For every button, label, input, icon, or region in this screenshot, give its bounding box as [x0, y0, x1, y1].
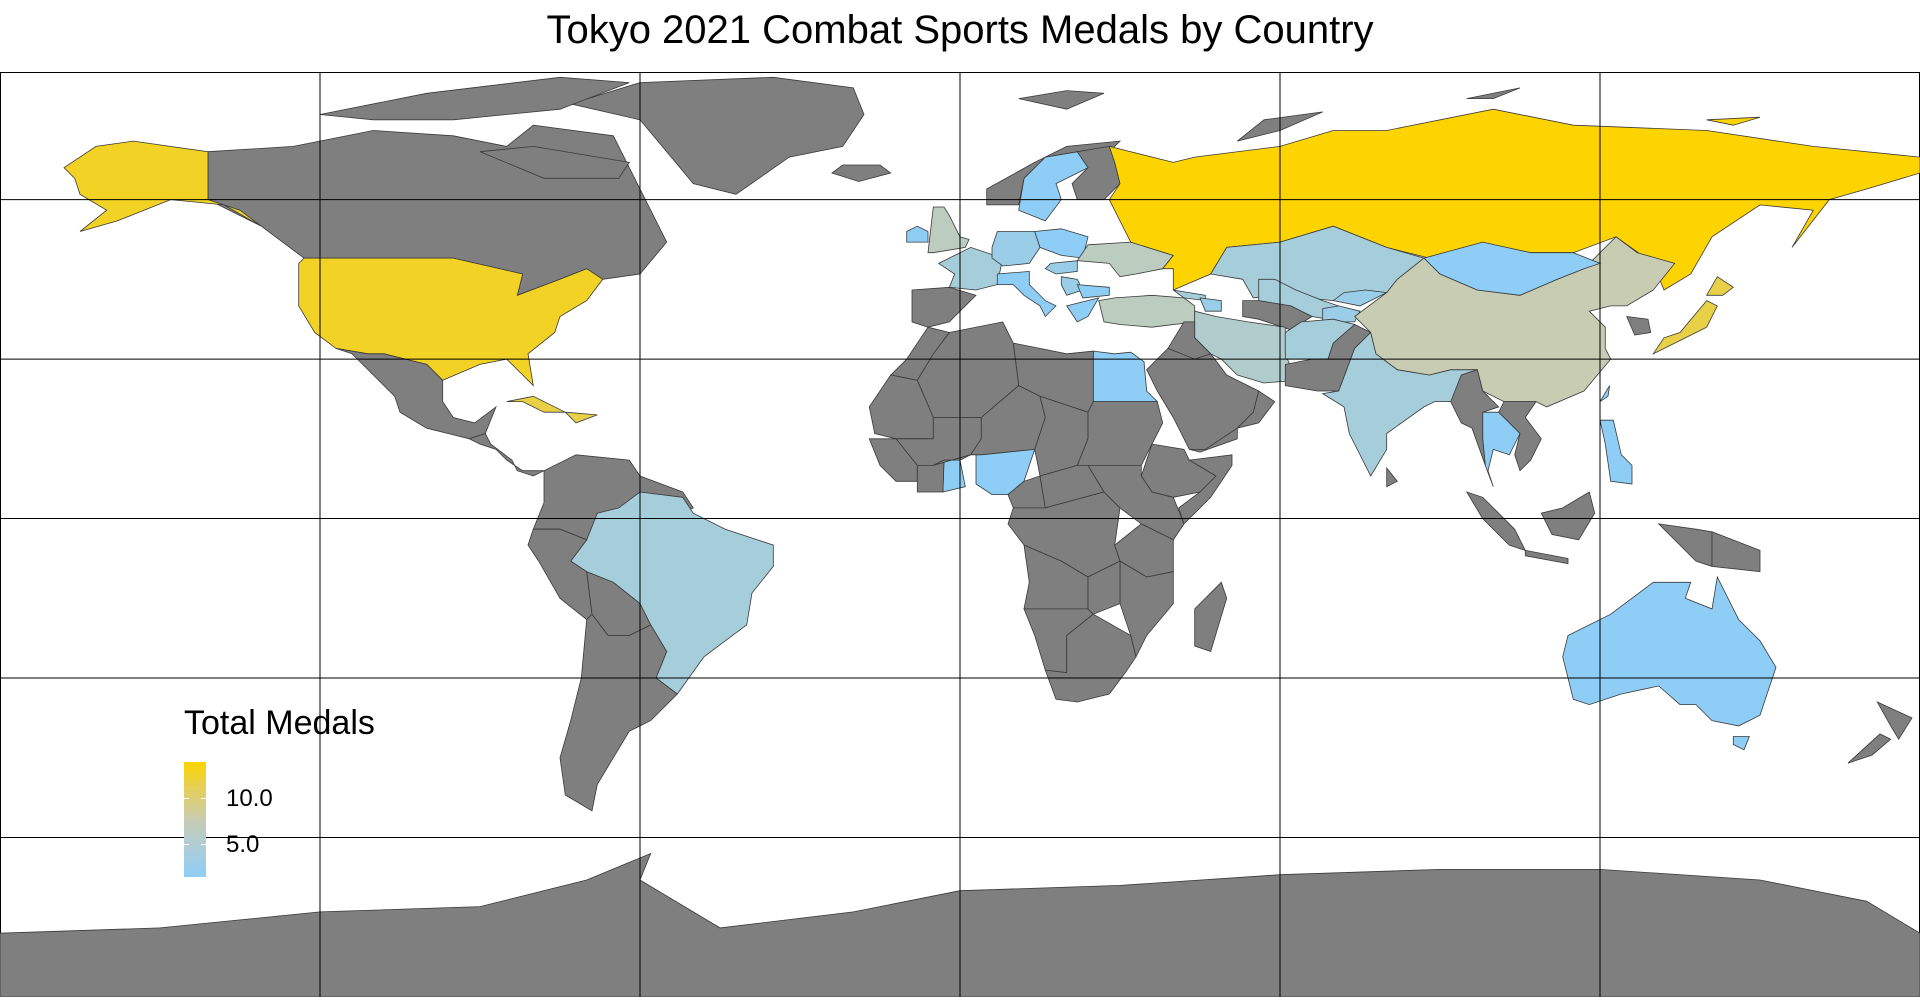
country-cuba	[506, 395, 566, 413]
country-guatemala	[468, 433, 545, 477]
legend-colorbar	[184, 762, 206, 877]
country-papua	[1711, 531, 1761, 573]
country-japan	[1652, 300, 1718, 355]
country-kyrgyzstan	[1332, 289, 1389, 307]
legend-tick-low	[184, 844, 189, 845]
country-severnaya	[1466, 87, 1521, 100]
world-map	[0, 72, 1920, 997]
country-yemen	[1189, 427, 1238, 453]
country-mexico	[335, 348, 497, 440]
country-mozambique	[1119, 560, 1174, 658]
country-germany	[991, 231, 1041, 267]
country-philippines	[1599, 419, 1633, 485]
country-nigeria	[975, 448, 1036, 496]
legend-tick-high-right	[201, 798, 206, 799]
country-korea	[1626, 316, 1652, 336]
country-australia	[1562, 575, 1777, 727]
country-south-africa	[1044, 613, 1137, 703]
country-taiwan	[1599, 385, 1610, 402]
country-iceland	[831, 164, 892, 182]
country-canada	[319, 76, 630, 121]
country-baffin	[479, 145, 630, 179]
country-indonesia	[1540, 491, 1596, 541]
country-mongolia	[1423, 241, 1602, 296]
country-turkey	[1098, 294, 1196, 328]
legend-tick-low-right	[201, 844, 206, 845]
country-russia	[1706, 116, 1761, 126]
country-bulgaria	[1076, 284, 1110, 299]
country-new-zealand	[1876, 701, 1913, 740]
chart-title: Tokyo 2021 Combat Sports Medals by Count…	[546, 8, 1374, 52]
country-azerbaijan	[1199, 297, 1222, 312]
country-oman	[1236, 390, 1276, 429]
legend-tick-high	[184, 798, 189, 799]
country-serbia	[1060, 276, 1084, 296]
map-panel: Total Medals 10.0 5.0	[0, 72, 1920, 997]
country-vietnam	[1498, 401, 1542, 472]
legend-label-10: 10.0	[226, 785, 273, 812]
legend-title: Total Medals	[184, 704, 375, 742]
country-indonesia	[1524, 549, 1569, 565]
country-hungary	[1044, 260, 1078, 275]
country-united-states	[63, 140, 262, 232]
country-sudan	[1076, 401, 1164, 466]
country-greece	[1066, 297, 1100, 323]
country-pakistan	[1284, 324, 1372, 392]
country-ireland	[906, 225, 929, 243]
country-italy	[996, 270, 1057, 318]
country-myanmar	[1450, 369, 1500, 466]
country-svalbard	[1018, 90, 1105, 110]
country-greenland	[569, 76, 865, 195]
country-madagascar	[1194, 581, 1228, 653]
country-france	[937, 246, 1004, 291]
color-legend: Total Medals 10.0 5.0	[184, 702, 444, 892]
country-japan	[1706, 276, 1734, 296]
country-new-zealand	[1847, 733, 1892, 764]
country-australia	[1732, 736, 1750, 751]
legend-label-5: 5.0	[226, 831, 260, 858]
country-sri-lanka	[1386, 466, 1398, 488]
country-cuba	[564, 411, 598, 424]
country-zambia	[1087, 560, 1121, 615]
